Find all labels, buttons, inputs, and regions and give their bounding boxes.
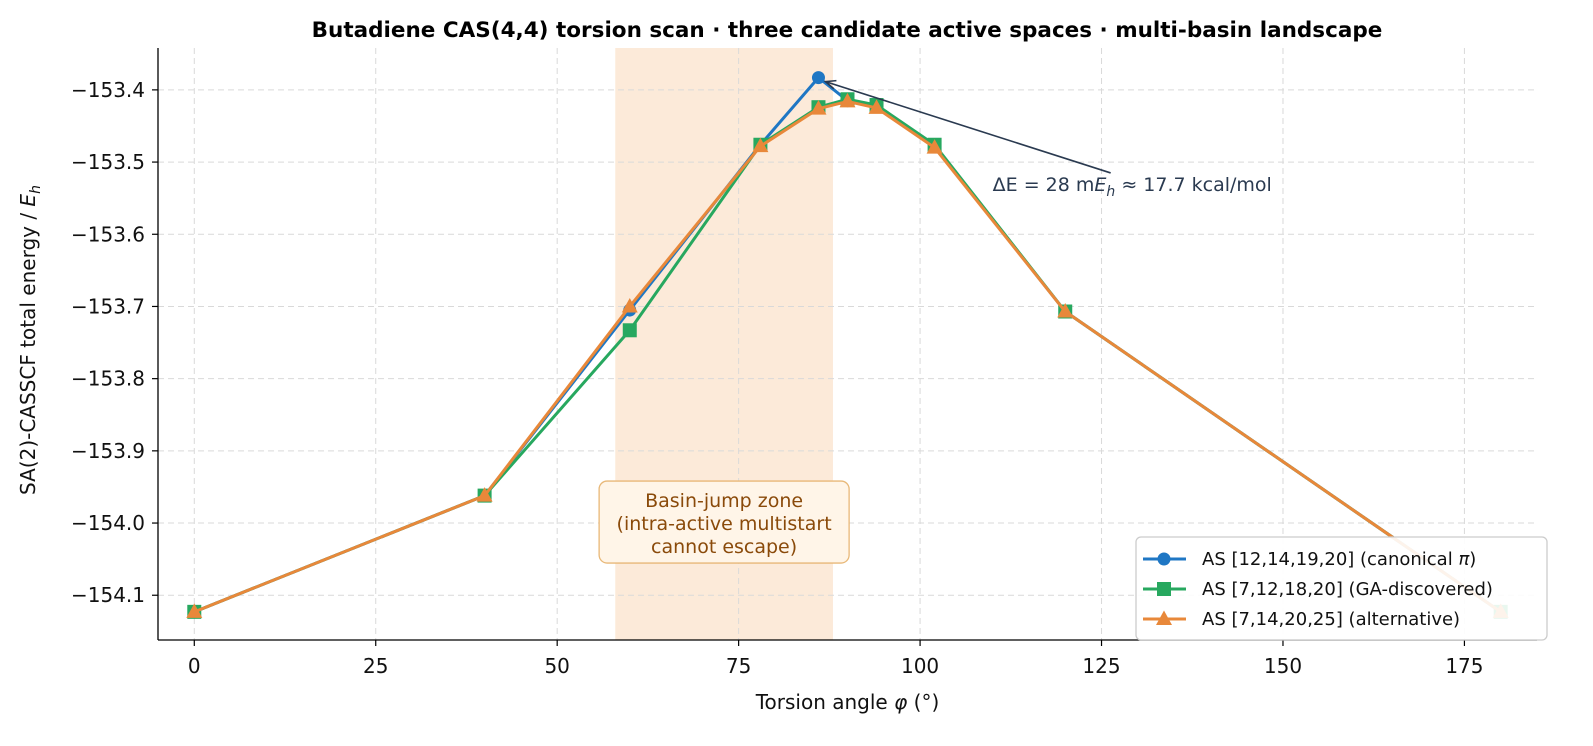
- x-tick-label: 50: [544, 654, 569, 678]
- legend-marker-3: [1156, 610, 1172, 625]
- legend-marker-1: [1157, 552, 1171, 566]
- series-1-point: [811, 71, 825, 85]
- legend-label-2: AS [7,12,18,20] (GA-discovered): [1202, 579, 1493, 600]
- series-3-point: [752, 137, 769, 153]
- y-axis-label: SA(2)-CASSCF total energy / Eh: [16, 185, 44, 495]
- series-3-line: [193, 99, 1502, 614]
- x-tick-label: 150: [1264, 654, 1302, 678]
- basin-jump-label-box: [598, 480, 850, 564]
- x-tick-label: 75: [726, 654, 751, 678]
- series-3-point: [810, 100, 827, 115]
- delta-e-arrow-head: [823, 79, 837, 90]
- delta-e-arrow-line: [825, 80, 1111, 174]
- legend-label-1: AS [12,14,19,20] (canonical π): [1202, 549, 1476, 570]
- x-tick-label: 25: [363, 654, 388, 678]
- chart-title: Butadiene CAS(4,4) torsion scan · three …: [312, 18, 1383, 43]
- y-tick-label: −154.1: [71, 583, 145, 607]
- series-3-point: [186, 603, 203, 618]
- y-tick-label: −153.7: [71, 294, 145, 318]
- y-tick-label: −153.5: [71, 150, 145, 174]
- legend-box: [1135, 536, 1548, 641]
- basin-jump-label-line: cannot escape): [651, 536, 797, 558]
- series-3-point: [839, 92, 856, 108]
- series-3-point: [476, 487, 493, 502]
- series-3-point: [926, 139, 943, 154]
- y-tick-label: −153.6: [71, 222, 145, 246]
- x-tick-label: 125: [1082, 654, 1120, 678]
- legend-label-3: AS [7,14,20,25] (alternative): [1202, 609, 1460, 630]
- delta-e-annotation: ΔE = 28 mEh ≈ 17.7 kcal/mol: [993, 174, 1272, 200]
- x-tick-label: 175: [1445, 654, 1483, 678]
- series-2-point: [622, 323, 637, 338]
- y-tick-label: −153.9: [71, 439, 145, 463]
- basin-jump-label-line: Basin-jump zone: [645, 490, 803, 512]
- annotation-layer: ΔE = 28 mEh ≈ 17.7 kcal/mol Basin-jump zo…: [598, 79, 1272, 564]
- series-3-point: [621, 297, 638, 313]
- y-tick-label: −153.4: [71, 78, 145, 102]
- series-3-point: [868, 99, 885, 114]
- y-tick-label: −154.0: [71, 511, 145, 535]
- x-axis-label: Torsion angle φ (°): [755, 690, 940, 714]
- series-3-point: [1057, 303, 1074, 318]
- legend: AS [12,14,19,20] (canonical π) AS [7,12,1…: [1135, 536, 1548, 641]
- basin-jump-label-line: (intra-active multistart: [617, 513, 832, 535]
- x-tick-label: 100: [901, 654, 939, 678]
- legend-marker-2: [1157, 582, 1171, 596]
- y-tick-label: −153.8: [71, 367, 145, 391]
- x-tick-label: 0: [188, 654, 201, 678]
